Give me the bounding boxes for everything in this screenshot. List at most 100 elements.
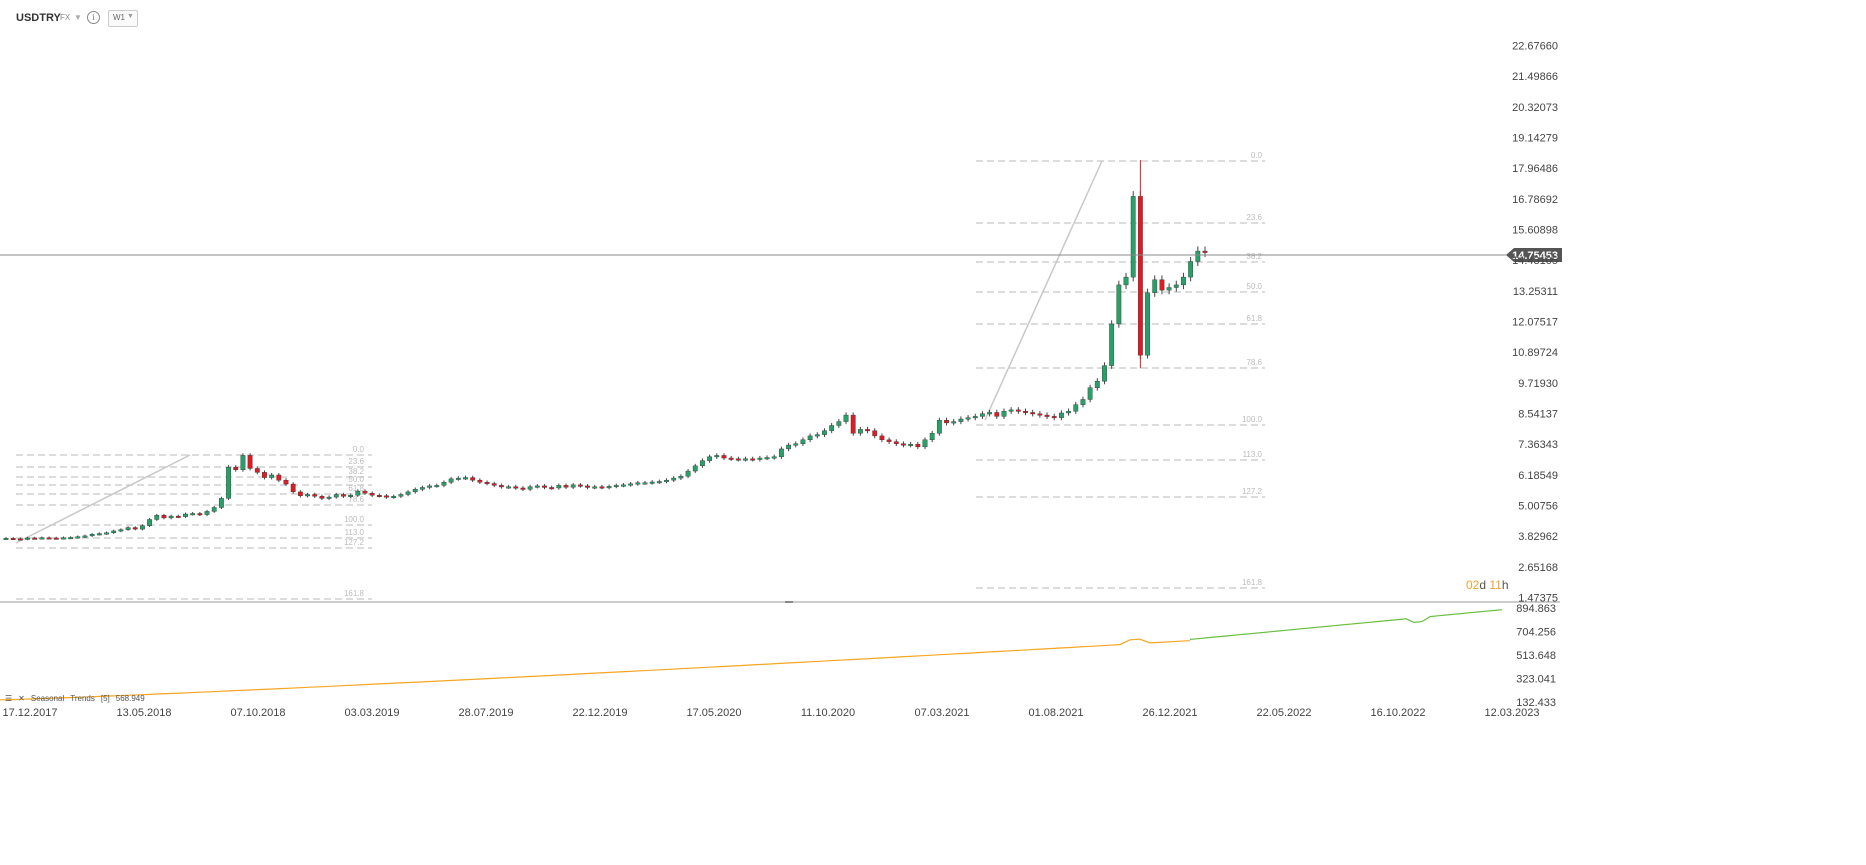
candle	[700, 458, 705, 468]
candle	[872, 428, 878, 439]
x-tick-label: 01.08.2021	[1028, 707, 1083, 719]
candle	[441, 480, 447, 488]
candle-countdown: 02d 11h	[1466, 578, 1509, 592]
fib-level-label: 23.6	[348, 457, 364, 466]
candle	[1145, 288, 1150, 359]
y-tick-label: 3.82962	[1518, 531, 1558, 543]
pane-separator	[0, 601, 1560, 603]
y-tick-label: 15.60898	[1512, 225, 1558, 237]
candle	[376, 493, 382, 498]
candle	[398, 492, 404, 498]
symbol-label[interactable]: USDTRY	[16, 12, 61, 24]
y-tick-label: 10.89724	[1512, 347, 1558, 359]
market-dropdown-icon[interactable]: ▼	[74, 13, 82, 22]
candle	[1051, 413, 1057, 421]
candle	[678, 474, 684, 480]
candle	[355, 489, 361, 497]
candle	[1037, 411, 1043, 418]
candle	[154, 513, 160, 521]
candle	[649, 480, 655, 485]
fib-level-label: 100.0	[344, 515, 365, 524]
candle	[46, 536, 52, 540]
candle	[498, 483, 504, 489]
candle	[599, 484, 605, 490]
candle	[132, 526, 138, 531]
candle	[1044, 412, 1050, 420]
x-tick-label: 26.12.2021	[1142, 707, 1197, 719]
indicator-name: Seasonal	[30, 694, 65, 703]
fib-level-label: 127.2	[344, 538, 365, 547]
candle	[1023, 408, 1028, 416]
candle	[61, 536, 66, 540]
info-icon[interactable]: i	[87, 11, 100, 24]
last-price-badge	[1506, 248, 1562, 262]
candle	[829, 422, 835, 434]
x-tick-label: 13.05.2018	[116, 707, 171, 719]
candle	[987, 409, 993, 417]
candle	[951, 419, 957, 426]
fib-trend-line	[984, 160, 1103, 421]
candle	[793, 441, 799, 448]
indicator-close-icon[interactable]: ✕	[18, 694, 25, 703]
indicator-name2: Trends	[70, 694, 95, 703]
candle	[1087, 384, 1093, 403]
candle	[1173, 280, 1179, 292]
candle	[17, 537, 23, 541]
candle	[412, 487, 418, 494]
y-tick-label: 14.43105	[1512, 255, 1558, 267]
candle	[75, 535, 81, 539]
candle	[1152, 275, 1158, 297]
candle	[183, 512, 188, 519]
candle	[32, 536, 38, 540]
candle	[1008, 407, 1014, 414]
countdown-hours-unit: h	[1501, 578, 1509, 592]
candle	[750, 456, 756, 462]
candle	[764, 455, 770, 461]
indicator-legend[interactable]: ☰ ✕ Seasonal Trends [5] 568.949	[5, 694, 151, 703]
fib-level-label: 100.0	[1242, 415, 1263, 424]
y-tick-label: 19.14279	[1512, 133, 1558, 145]
candle	[226, 465, 231, 501]
fib-level-label: 0.0	[1251, 151, 1263, 160]
candle	[247, 453, 253, 471]
candle	[82, 534, 88, 538]
fib-level-label: 78.6	[1246, 358, 1262, 367]
candle	[549, 485, 555, 490]
market-label: FX	[60, 13, 71, 22]
candle	[1015, 407, 1021, 414]
candle	[211, 505, 217, 513]
candle	[1066, 408, 1071, 416]
y-tick-label: 12.07517	[1512, 317, 1558, 329]
candle	[319, 494, 325, 501]
candle	[125, 526, 131, 531]
candle	[757, 455, 763, 462]
y-tick-label: 21.49866	[1512, 71, 1558, 83]
candle	[420, 485, 425, 492]
candle	[175, 514, 181, 519]
timeframe-select[interactable]: W1 ▼	[108, 10, 138, 27]
candle	[25, 536, 30, 541]
indicator-menu-icon[interactable]: ☰	[5, 694, 13, 703]
candle	[628, 481, 634, 487]
indicator-param: [5]	[100, 694, 110, 703]
candle	[1159, 275, 1165, 295]
candle	[915, 441, 921, 450]
seasonal-line-history	[0, 638, 1191, 701]
indicator-y-tick-label: 513.648	[1516, 650, 1556, 662]
x-tick-label: 12.03.2023	[1484, 707, 1539, 719]
candlestick-series	[3, 159, 1208, 541]
candle	[929, 430, 935, 443]
candle	[520, 486, 526, 492]
candle	[10, 537, 16, 540]
candle	[814, 432, 820, 439]
candle	[563, 483, 569, 489]
x-tick-label: 07.03.2021	[914, 707, 969, 719]
candle	[980, 411, 985, 420]
candle	[1188, 256, 1194, 282]
candle	[728, 455, 734, 461]
candle	[39, 536, 45, 540]
candle	[1109, 320, 1115, 369]
candle	[312, 492, 318, 498]
candle	[405, 490, 411, 497]
